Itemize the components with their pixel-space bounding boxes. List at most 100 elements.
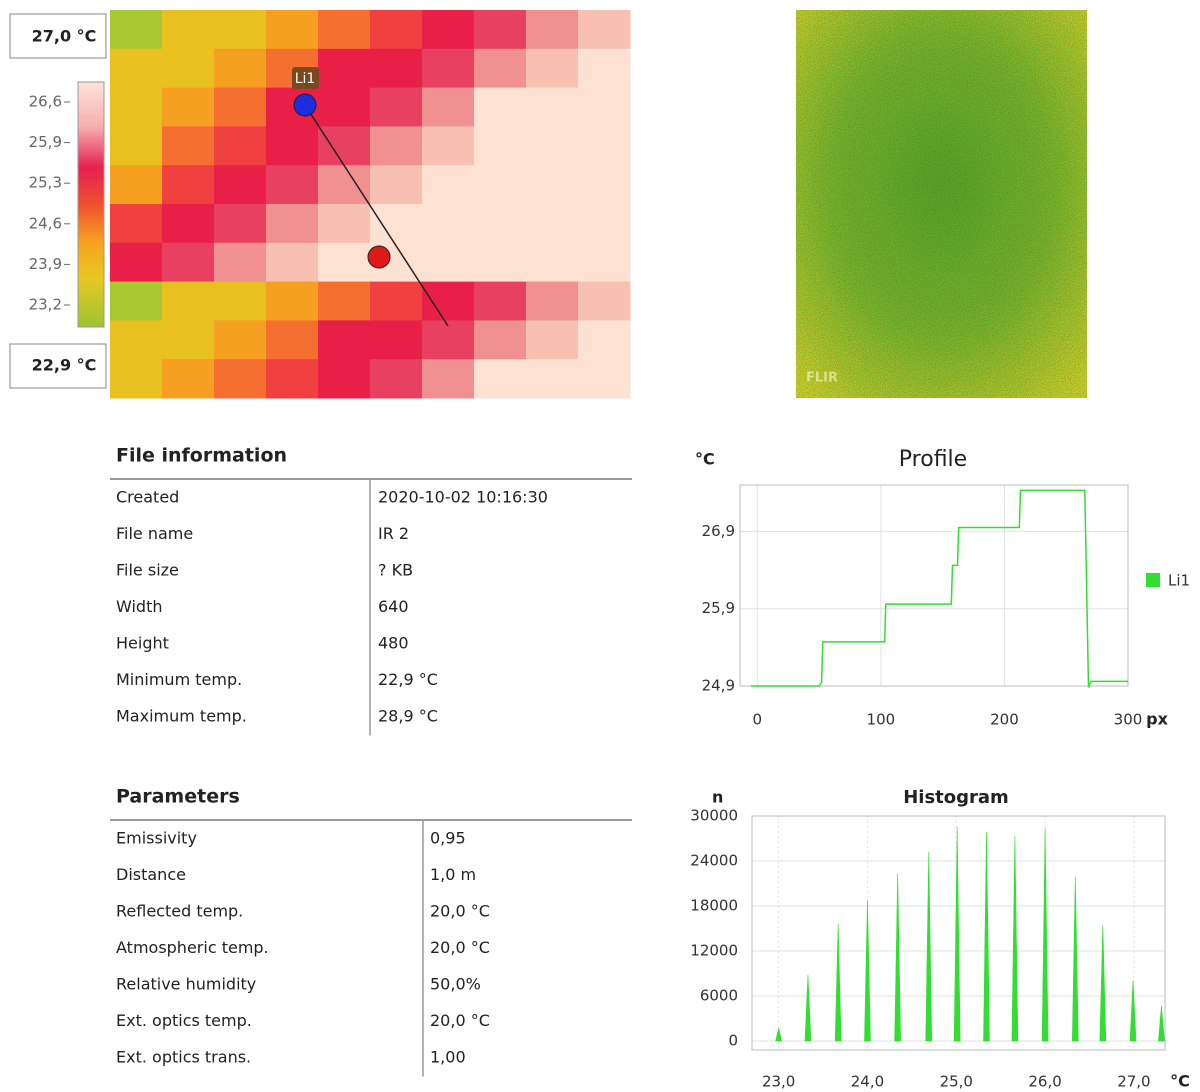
pixel bbox=[370, 165, 423, 204]
pixel bbox=[162, 243, 215, 282]
histogram-spike bbox=[926, 852, 932, 1041]
row-value: 20,0 °C bbox=[430, 1011, 490, 1030]
y-tick-label: 25,9 bbox=[702, 599, 735, 617]
pixel bbox=[526, 243, 579, 282]
pixel bbox=[526, 88, 579, 127]
pixel bbox=[422, 126, 475, 165]
pixel bbox=[526, 10, 579, 49]
x-tick-label: 24,0 bbox=[851, 1073, 884, 1091]
pixel bbox=[318, 126, 371, 165]
pixel bbox=[214, 359, 267, 398]
marker-label: Li1 bbox=[295, 71, 316, 87]
pixel bbox=[162, 126, 215, 165]
pixel bbox=[214, 165, 267, 204]
pixel bbox=[370, 88, 423, 127]
x-tick-label: 26,0 bbox=[1028, 1073, 1061, 1091]
row-value: IR 2 bbox=[378, 524, 409, 543]
pixel bbox=[214, 243, 267, 282]
scale-tick-label: 24,6 bbox=[29, 214, 62, 232]
pixel bbox=[110, 320, 163, 359]
histogram-spike bbox=[1072, 877, 1078, 1041]
pixel bbox=[422, 49, 475, 88]
row-key: File size bbox=[116, 561, 179, 580]
pixel bbox=[422, 10, 475, 49]
row-key: Atmospheric temp. bbox=[116, 938, 269, 957]
pixel bbox=[474, 10, 527, 49]
x-tick-label: 23,0 bbox=[762, 1073, 795, 1091]
pixel bbox=[162, 282, 215, 321]
pixel bbox=[474, 243, 527, 282]
pixel bbox=[474, 49, 527, 88]
pixel bbox=[474, 320, 527, 359]
row-key: Distance bbox=[116, 865, 186, 884]
row-value: 1,00 bbox=[430, 1048, 466, 1067]
pixel bbox=[110, 282, 163, 321]
row-value: 20,0 °C bbox=[430, 902, 490, 921]
histogram-spike bbox=[1012, 836, 1018, 1041]
pixel bbox=[578, 243, 631, 282]
y-tick-label: 18000 bbox=[690, 897, 738, 915]
pixel bbox=[370, 359, 423, 398]
pixel bbox=[266, 126, 319, 165]
pixel bbox=[578, 49, 631, 88]
row-value: 20,0 °C bbox=[430, 938, 490, 957]
tables: File informationCreated2020-10-02 10:16:… bbox=[110, 445, 632, 1077]
section-title: Parameters bbox=[116, 786, 240, 808]
y-tick-label: 24000 bbox=[690, 852, 738, 870]
pixel bbox=[318, 49, 371, 88]
pixel bbox=[526, 49, 579, 88]
pixel bbox=[266, 359, 319, 398]
pixel bbox=[110, 243, 163, 282]
pixel bbox=[578, 126, 631, 165]
report-canvas: Li1 27,0 °C 22,9 °C 26,625,925,324,623,9… bbox=[0, 0, 1200, 1092]
pixel bbox=[370, 320, 423, 359]
pixel bbox=[318, 165, 371, 204]
pixel bbox=[578, 165, 631, 204]
pixel bbox=[578, 204, 631, 243]
pixel bbox=[214, 10, 267, 49]
legend-label: Li1 bbox=[1168, 572, 1190, 590]
pixel bbox=[110, 165, 163, 204]
pixel bbox=[578, 282, 631, 321]
section-title: File information bbox=[116, 445, 287, 467]
max-temp: 27,0 °C bbox=[32, 27, 97, 46]
pixel bbox=[422, 320, 475, 359]
histogram-spike bbox=[1100, 925, 1106, 1041]
pixel bbox=[162, 10, 215, 49]
histogram-spike bbox=[1042, 828, 1048, 1041]
pixel bbox=[422, 243, 475, 282]
y-tick-label: 30000 bbox=[690, 807, 738, 825]
pixel bbox=[110, 359, 163, 398]
pixel bbox=[318, 320, 371, 359]
pixel bbox=[266, 320, 319, 359]
pixel bbox=[318, 282, 371, 321]
pixel bbox=[214, 320, 267, 359]
y-axis-label: n bbox=[712, 788, 723, 807]
row-value: 28,9 °C bbox=[378, 707, 438, 726]
pixel bbox=[162, 204, 215, 243]
pixel bbox=[474, 126, 527, 165]
y-tick-label: 6000 bbox=[700, 987, 738, 1005]
y-tick-label: 0 bbox=[728, 1032, 738, 1050]
pixel bbox=[526, 126, 579, 165]
x-tick-label: 0 bbox=[753, 711, 763, 729]
histogram-spike bbox=[1158, 1006, 1164, 1041]
thermal-image bbox=[110, 10, 631, 399]
pixel bbox=[370, 49, 423, 88]
pixel bbox=[474, 282, 527, 321]
scale-ticks: 26,625,925,324,623,923,2 bbox=[29, 93, 70, 314]
pixel bbox=[474, 165, 527, 204]
x-tick-label: 27,0 bbox=[1117, 1073, 1150, 1091]
pixel bbox=[474, 88, 527, 127]
histogram-spike bbox=[864, 900, 870, 1041]
pixel bbox=[526, 282, 579, 321]
pixel bbox=[110, 126, 163, 165]
row-value: 0,95 bbox=[430, 829, 466, 848]
pixel bbox=[110, 204, 163, 243]
pixel bbox=[370, 282, 423, 321]
pixel bbox=[110, 49, 163, 88]
row-key: Width bbox=[116, 597, 162, 616]
histogram-spike bbox=[1130, 980, 1136, 1041]
y-tick-label: 24,9 bbox=[702, 677, 735, 695]
chart-title: Histogram bbox=[903, 787, 1009, 808]
